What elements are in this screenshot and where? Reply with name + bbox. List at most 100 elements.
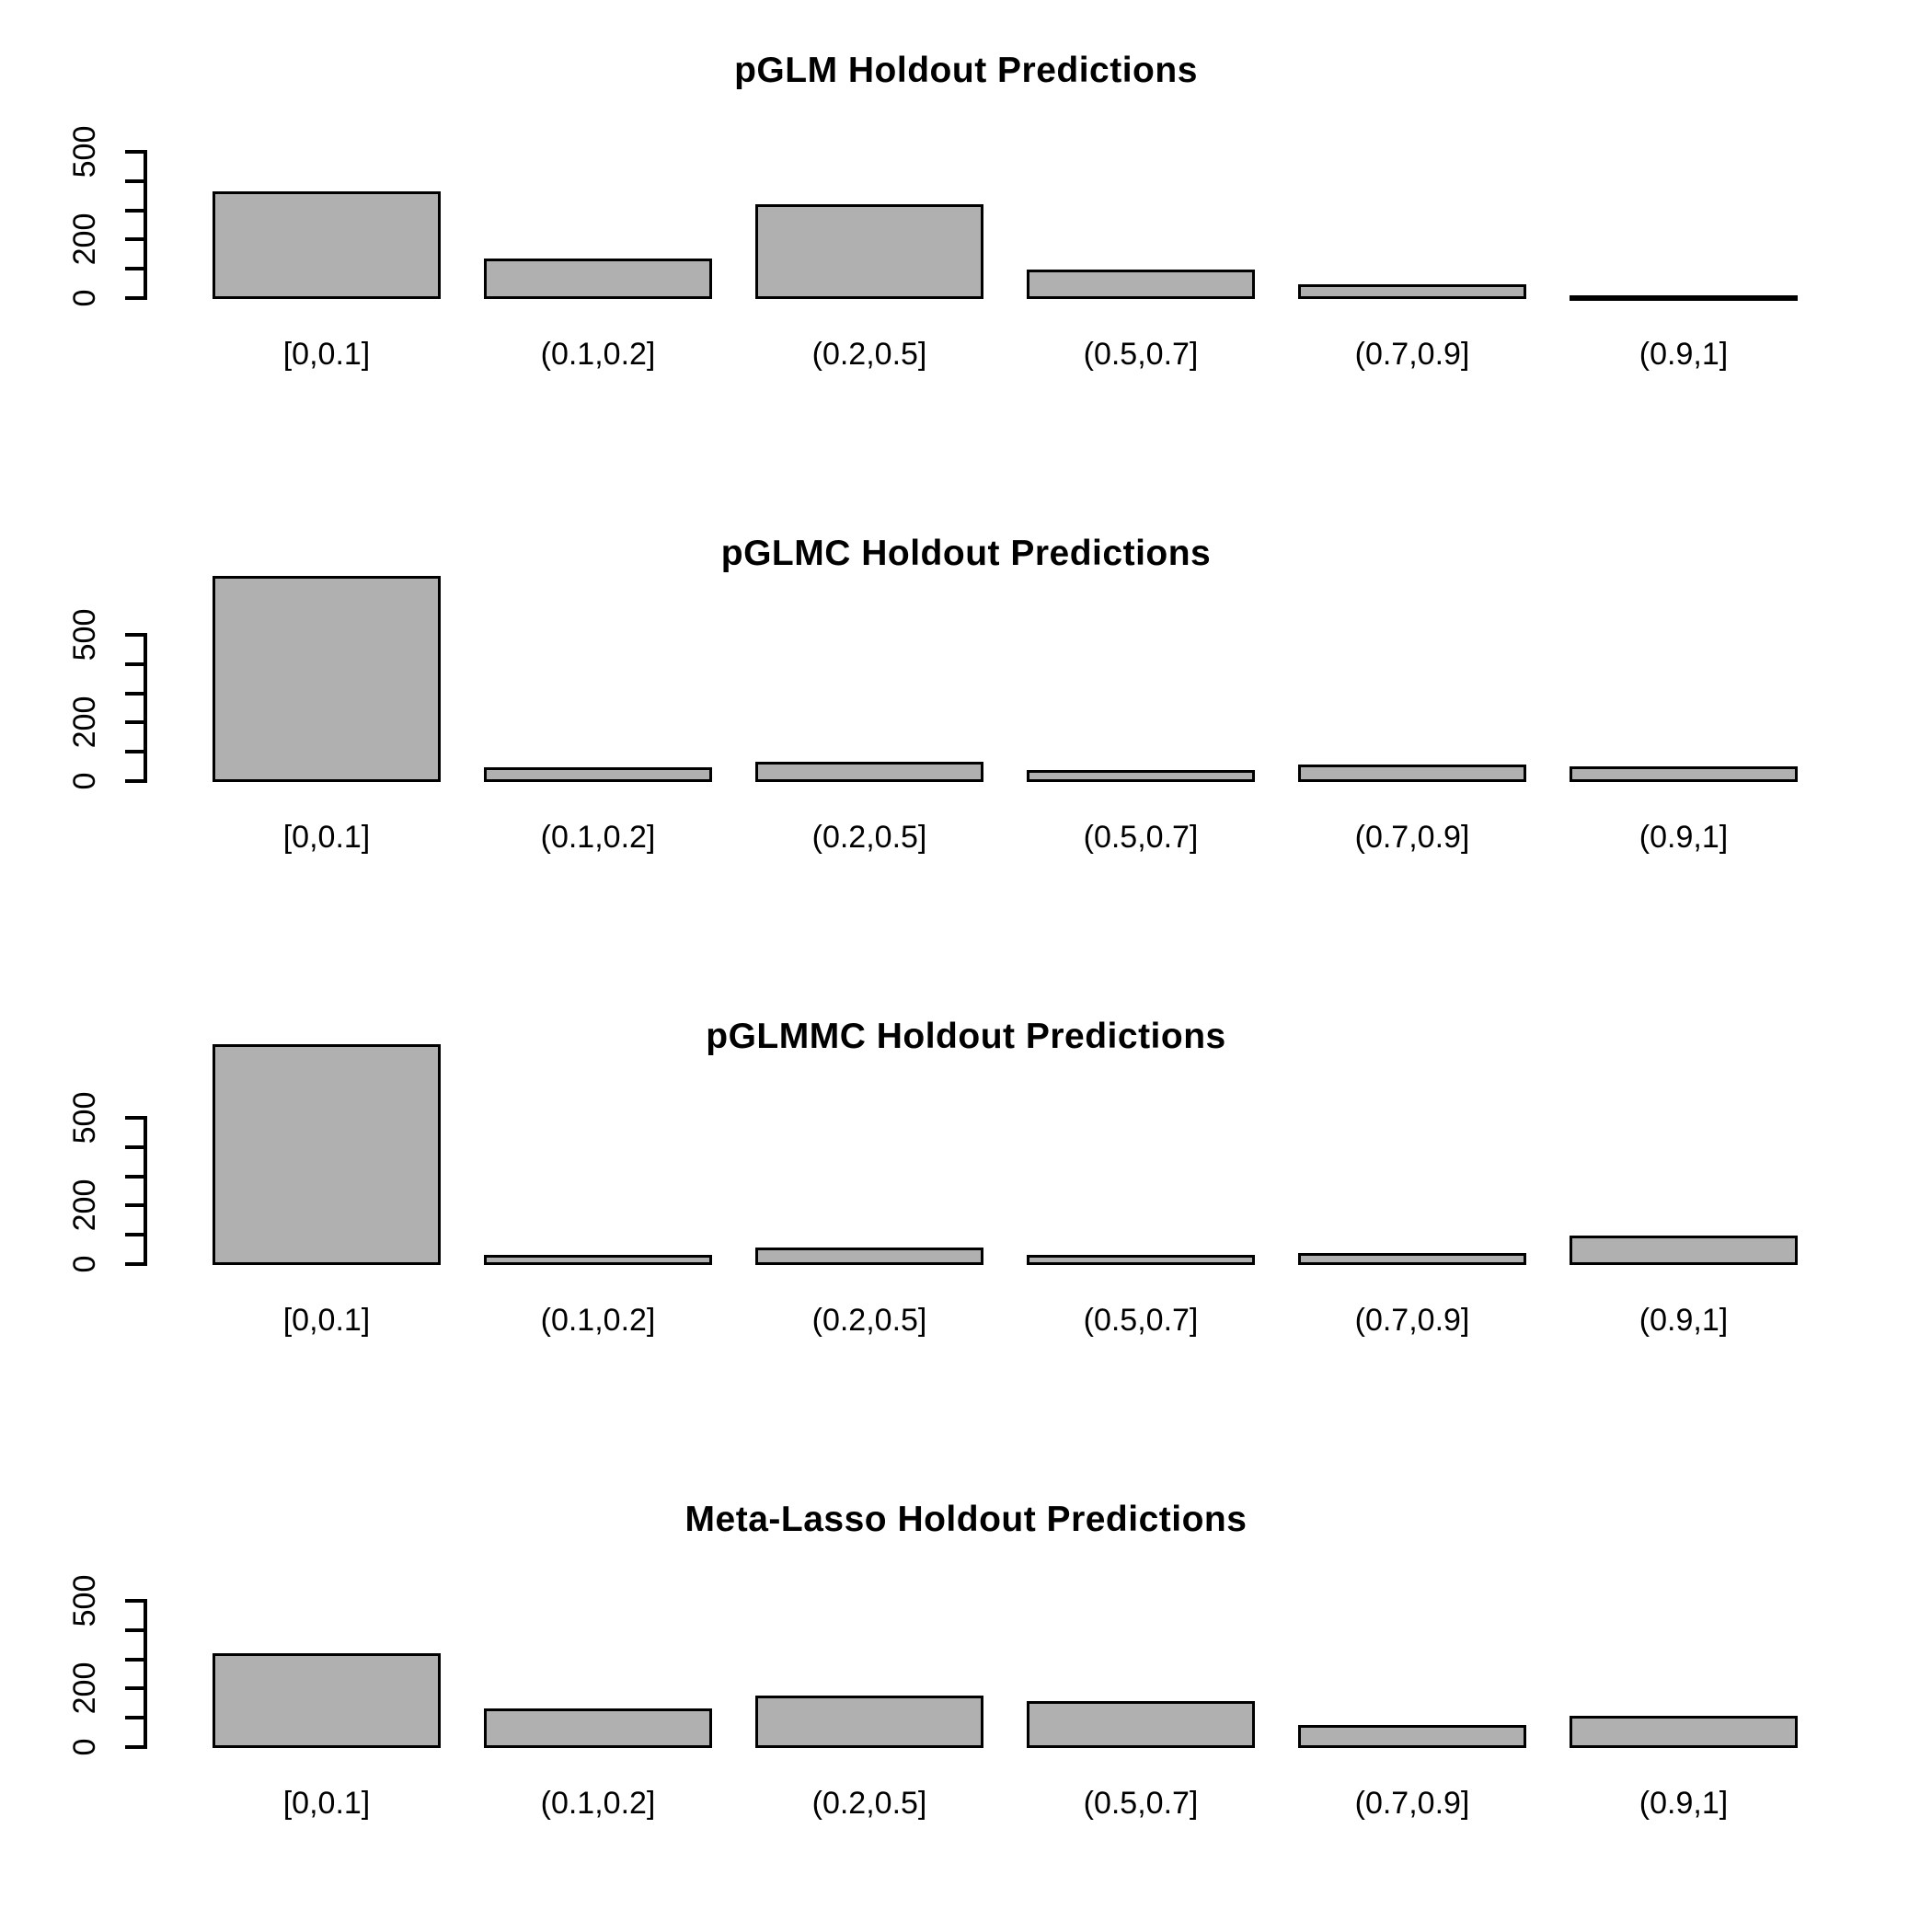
bar (1570, 1716, 1798, 1748)
y-axis-tick (125, 750, 144, 753)
x-category-label: (0.7,0.9] (1354, 820, 1470, 855)
y-axis-tick (125, 633, 144, 637)
y-axis-tick (125, 237, 144, 241)
x-category-label: (0.1,0.2] (540, 820, 656, 855)
y-axis-tick (125, 720, 144, 724)
x-category-label: (0.9,1] (1639, 1303, 1729, 1338)
bar (755, 1248, 983, 1265)
x-category-label: (0.2,0.5] (811, 1786, 927, 1821)
bar (1570, 295, 1798, 301)
y-axis-tick-label-text: 0 (67, 1255, 102, 1273)
y-axis-tick (125, 1145, 144, 1149)
y-axis-tick-label-text: 500 (67, 608, 102, 661)
bar (755, 1696, 983, 1748)
y-axis-tick (125, 1745, 144, 1749)
bar (484, 1708, 712, 1748)
chart-panel: pGLM Holdout Predictions 0 200 500 [0,0.1] (0… (0, 0, 1932, 483)
x-category-label: (0.7,0.9] (1354, 1303, 1470, 1338)
chart-title: pGLMMC Holdout Predictions (706, 1017, 1226, 1056)
y-axis-tick (125, 779, 144, 783)
bar (1027, 270, 1255, 299)
x-category-label: (0.9,1] (1639, 820, 1729, 855)
x-category-label: [0,0.1] (282, 1786, 371, 1821)
bar (1027, 1255, 1255, 1265)
bar (213, 191, 441, 299)
y-axis-tick-label-text: 500 (67, 125, 102, 178)
bar (1298, 1725, 1526, 1748)
bar (484, 259, 712, 299)
bar (1570, 766, 1798, 782)
x-category-label: (0.5,0.7] (1083, 1786, 1199, 1821)
bar (1298, 1253, 1526, 1265)
y-axis-tick (125, 1658, 144, 1662)
plot-area: 0 200 500 [0,0.1] (0.1,0.2] (0.2,0.5] (0.5,0.7… (0, 483, 1932, 966)
x-category-label: (0.5,0.7] (1083, 1303, 1199, 1338)
x-category-label: (0.1,0.2] (540, 1303, 656, 1338)
bar (1298, 765, 1526, 782)
plot-area: 0 200 500 [0,0.1] (0.1,0.2] (0.2,0.5] (0.5,0.7… (0, 966, 1932, 1449)
y-axis-tick-label-text: 0 (67, 772, 102, 790)
y-axis-tick-label-text: 200 (67, 1179, 102, 1232)
y-axis-tick (125, 150, 144, 154)
chart-title: pGLM Holdout Predictions (734, 51, 1198, 90)
x-category-label: (0.2,0.5] (811, 1303, 927, 1338)
x-category-label: (0.9,1] (1639, 337, 1729, 372)
bar (213, 1653, 441, 1748)
x-category-label: (0.9,1] (1639, 1786, 1729, 1821)
bar (1027, 1701, 1255, 1748)
x-category-label: (0.5,0.7] (1083, 820, 1199, 855)
y-axis-tick (125, 1233, 144, 1236)
bar (755, 204, 983, 299)
y-axis-line (144, 1116, 147, 1266)
x-category-label: (0.2,0.5] (811, 820, 927, 855)
y-axis-tick (125, 1203, 144, 1207)
y-axis-tick-label-text: 0 (67, 1738, 102, 1756)
y-axis-tick (125, 1116, 144, 1120)
y-axis-tick-label-text: 200 (67, 696, 102, 749)
x-category-label: [0,0.1] (282, 820, 371, 855)
x-category-label: (0.7,0.9] (1354, 337, 1470, 372)
y-axis-line (144, 633, 147, 783)
x-category-label: (0.2,0.5] (811, 337, 927, 372)
x-category-label: (0.7,0.9] (1354, 1786, 1470, 1821)
y-axis-tick (125, 662, 144, 666)
y-axis-tick (125, 1599, 144, 1603)
y-axis-tick (125, 1628, 144, 1632)
x-category-label: (0.5,0.7] (1083, 337, 1199, 372)
y-axis-tick-label-text: 500 (67, 1574, 102, 1627)
chart-panel: Meta-Lasso Holdout Predictions 0 200 500 [0,… (0, 1449, 1932, 1932)
bar (1027, 770, 1255, 782)
chart-title: Meta-Lasso Holdout Predictions (684, 1500, 1248, 1539)
y-axis-tick-label-text: 500 (67, 1091, 102, 1144)
x-category-label: (0.1,0.2] (540, 337, 656, 372)
plot-area: 0 200 500 [0,0.1] (0.1,0.2] (0.2,0.5] (0.5,0.7… (0, 0, 1932, 483)
chart-panel: pGLMMC Holdout Predictions 0 200 500 [0,0.1]… (0, 966, 1932, 1449)
y-axis-tick (125, 209, 144, 213)
y-axis-tick (125, 1716, 144, 1719)
y-axis-tick (125, 179, 144, 183)
bar (213, 576, 441, 782)
y-axis-tick (125, 296, 144, 300)
y-axis-tick (125, 1686, 144, 1690)
plot-area: 0 200 500 [0,0.1] (0.1,0.2] (0.2,0.5] (0.5,0.7… (0, 1449, 1932, 1932)
chart-panel: pGLMC Holdout Predictions 0 200 500 [0,0.1] (… (0, 483, 1932, 966)
y-axis-tick (125, 267, 144, 270)
y-axis-tick-label-text: 0 (67, 289, 102, 307)
y-axis-tick (125, 1262, 144, 1266)
y-axis-line (144, 1599, 147, 1749)
bar (1298, 284, 1526, 299)
x-category-label: [0,0.1] (282, 337, 371, 372)
x-category-label: [0,0.1] (282, 1303, 371, 1338)
y-axis-tick (125, 1175, 144, 1179)
y-axis-tick-label-text: 200 (67, 1662, 102, 1715)
bar (1570, 1236, 1798, 1265)
bar (484, 1255, 712, 1265)
y-axis-tick-label-text: 200 (67, 213, 102, 266)
bar (213, 1044, 441, 1265)
y-axis-line (144, 150, 147, 300)
x-category-label: (0.1,0.2] (540, 1786, 656, 1821)
bar (755, 762, 983, 782)
y-axis-tick (125, 692, 144, 696)
bar (484, 767, 712, 782)
